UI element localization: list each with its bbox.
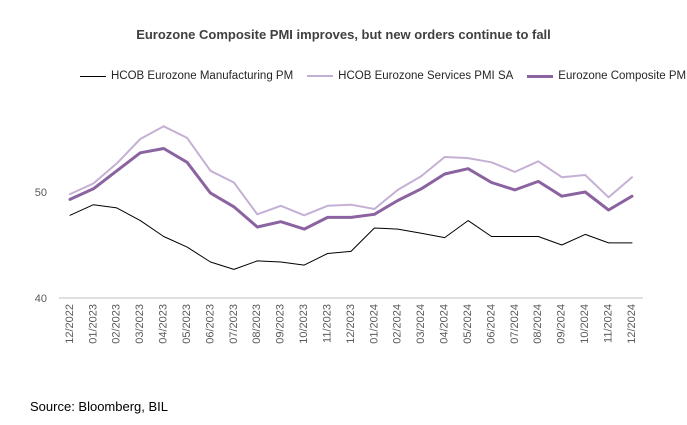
legend-item-services: HCOB Eurozone Services PMI SA [307, 70, 513, 82]
x-tick-label: 05/2023 [181, 304, 193, 344]
x-tick-label: 10/2023 [298, 304, 310, 344]
legend-swatch-services [307, 75, 334, 77]
x-tick-label: 08/2024 [532, 304, 544, 344]
x-tick-label: 06/2023 [204, 304, 216, 344]
series-line-1 [69, 125, 633, 217]
x-tick-label: 05/2024 [462, 304, 474, 344]
x-tick-label: 09/2024 [556, 304, 568, 344]
x-tick-label: 07/2024 [509, 304, 521, 344]
legend-item-composite: Eurozone Composite PMI [527, 70, 687, 82]
chart-title: Eurozone Composite PMI improves, but new… [136, 27, 551, 42]
x-tick-label: 02/2024 [392, 304, 404, 344]
series-line-0 [69, 204, 633, 270]
legend-swatch-composite [527, 74, 554, 78]
x-tick-label: 12/2024 [626, 304, 638, 344]
x-tick-label: 07/2023 [228, 304, 240, 344]
x-tick-label: 02/2023 [111, 304, 123, 344]
source-note: Source: Bloomberg, BIL [30, 399, 169, 414]
x-tick-label: 01/2024 [368, 304, 380, 344]
legend-swatch-manufacturing [80, 75, 106, 77]
x-tick-label: 08/2023 [251, 304, 263, 344]
legend-item-manufacturing: HCOB Eurozone Manufacturing PM [80, 70, 293, 82]
x-tick-label: 12/2023 [345, 304, 357, 344]
chart-legend: HCOB Eurozone Manufacturing PM HCOB Euro… [80, 70, 687, 82]
x-tick-label: 10/2024 [579, 304, 591, 344]
y-tick-label: 50 [35, 187, 47, 199]
x-tick-label: 11/2023 [321, 304, 333, 343]
x-tick-label: 11/2024 [602, 304, 614, 343]
x-tick-label: 12/2022 [64, 304, 76, 344]
x-tick-label: 04/2024 [439, 304, 451, 344]
x-tick-label: 04/2023 [158, 304, 170, 344]
legend-label-composite: Eurozone Composite PMI [558, 70, 687, 82]
x-tick-label: 06/2024 [485, 304, 497, 344]
legend-label-manufacturing: HCOB Eurozone Manufacturing PM [111, 70, 294, 82]
y-tick-label: 40 [35, 293, 47, 305]
legend-label-services: HCOB Eurozone Services PMI SA [338, 70, 514, 82]
series-line-2 [68, 147, 634, 231]
x-tick-label: 01/2023 [87, 304, 99, 344]
x-tick-label: 03/2023 [134, 304, 146, 344]
x-tick-label: 09/2023 [275, 304, 287, 344]
x-tick-label: 03/2024 [415, 304, 427, 344]
